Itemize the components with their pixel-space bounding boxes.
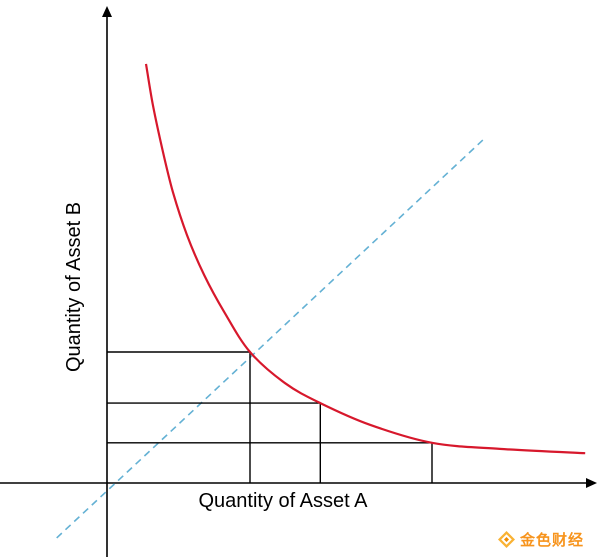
bonding-curve-line xyxy=(144,63,586,455)
golden-finance-logo-icon xyxy=(497,531,515,548)
y-axis-label: Quantity of Asset B xyxy=(63,202,85,372)
watermark-text: 金色财经 xyxy=(519,532,584,549)
x-axis-arrow-icon xyxy=(586,478,597,488)
watermark: 金色财经 xyxy=(497,529,584,550)
diagonal-guide-line xyxy=(56,139,484,539)
y-axis-arrow-icon xyxy=(102,6,112,17)
step-line xyxy=(107,351,251,483)
x-axis-label: Quantity of Asset A xyxy=(199,490,369,512)
step-line xyxy=(107,442,433,483)
